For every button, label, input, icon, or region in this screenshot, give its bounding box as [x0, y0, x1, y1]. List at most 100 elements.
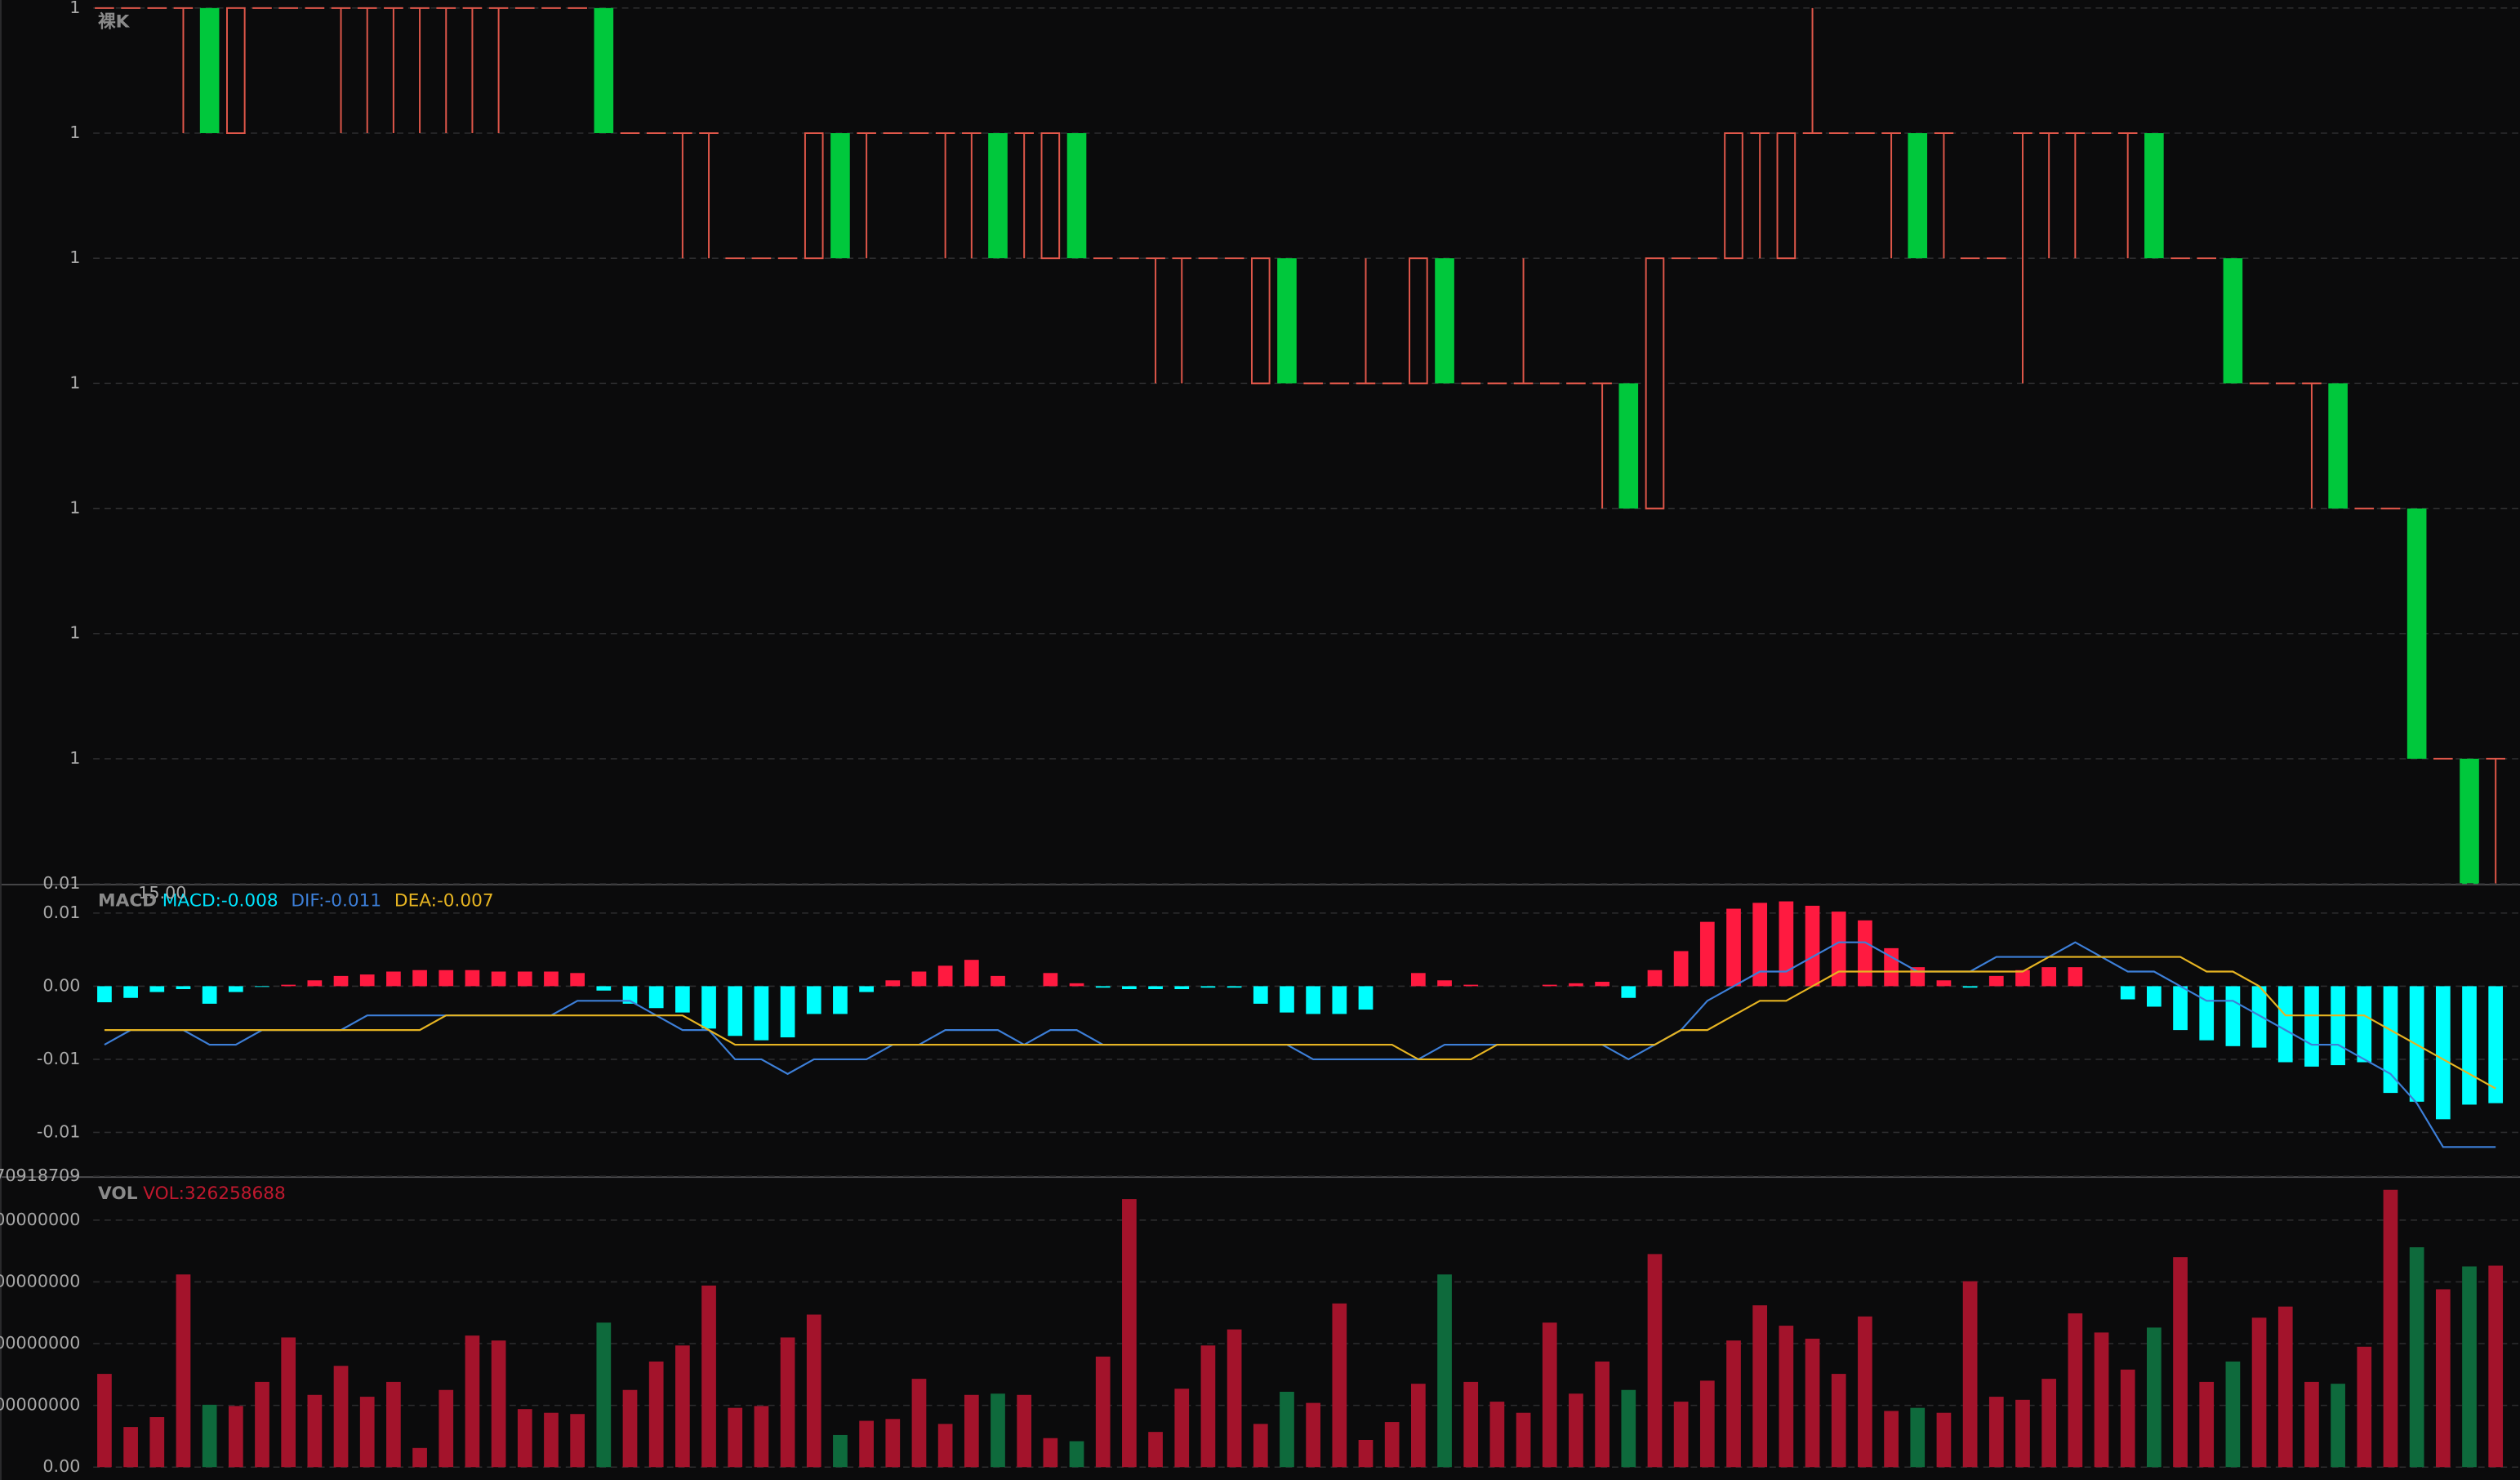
- macd-bar: [596, 986, 612, 991]
- macd-bar: [991, 975, 1005, 987]
- candle-body: [804, 132, 824, 260]
- volume-bar: [465, 1335, 480, 1468]
- macd-bar: [1043, 973, 1058, 987]
- y-tick-label: 1: [69, 623, 80, 643]
- volume-bar: [359, 1397, 375, 1468]
- macd-bar: [1988, 975, 2004, 987]
- candle-body: [1645, 257, 1665, 510]
- macd-bar: [1858, 920, 1872, 987]
- volume-bar: [833, 1434, 848, 1468]
- volume-bar: [1621, 1389, 1636, 1468]
- legend-entry: MACD:-0.008: [163, 891, 278, 912]
- y-tick-label: 400000000: [0, 1210, 80, 1229]
- macd-bar: [1726, 908, 1741, 987]
- macd-bar: [307, 980, 323, 987]
- candle-body: [1908, 133, 1928, 259]
- volume-bar: [149, 1417, 165, 1468]
- volume-bar: [333, 1366, 349, 1468]
- macd-bar: [885, 980, 901, 987]
- annotation: 15.00: [138, 883, 186, 903]
- volume-bar: [517, 1409, 532, 1468]
- volume-bar: [1463, 1381, 1479, 1468]
- volume-bar: [2331, 1384, 2345, 1468]
- volume-bar: [596, 1322, 612, 1468]
- macd-bar: [622, 986, 638, 1004]
- volume-bar: [1017, 1394, 1032, 1468]
- volume-bar: [1936, 1412, 1952, 1468]
- volume-bar: [622, 1389, 638, 1468]
- candle-body: [1618, 383, 1639, 509]
- macd-bar: [1673, 951, 1689, 987]
- volume-bar: [991, 1393, 1005, 1468]
- macd-bar: [544, 971, 559, 987]
- macd-bar: [570, 973, 585, 987]
- macd-bar: [2225, 986, 2241, 1046]
- volume-bar: [1595, 1361, 1610, 1468]
- pane-title: VOL: [98, 1184, 138, 1204]
- y-tick-label: 470918709: [0, 1166, 80, 1185]
- volume-bar: [1988, 1397, 2004, 1468]
- volume-bar: [1043, 1438, 1058, 1468]
- macd-bar: [806, 986, 821, 1014]
- macd-bar: [1569, 983, 1583, 987]
- macd-bar: [2251, 986, 2267, 1048]
- macd-bar: [1253, 986, 1268, 1004]
- volume-bar: [2488, 1265, 2504, 1468]
- macd-bar: [675, 986, 690, 1013]
- volume-bar: [1962, 1281, 1978, 1468]
- macd-bar: [2357, 986, 2372, 1063]
- macd-bar: [1306, 986, 1321, 1014]
- macd-bar: [2147, 986, 2162, 1007]
- volume-bar: [2199, 1381, 2215, 1468]
- indicator-line: [104, 956, 2496, 1090]
- macd-bar: [2015, 970, 2030, 987]
- volume-bar: [1884, 1411, 1899, 1468]
- volume-bar: [754, 1406, 769, 1468]
- macd-bar: [2041, 967, 2057, 987]
- macd-bar: [780, 986, 795, 1038]
- volume-bar: [2120, 1369, 2135, 1468]
- macd-bar: [833, 986, 848, 1014]
- volume-bar: [2015, 1399, 2030, 1468]
- y-tick-label: 1: [69, 0, 80, 17]
- volume-bar: [1122, 1199, 1137, 1468]
- y-tick-label: 100000000: [0, 1395, 80, 1415]
- macd-bar: [1227, 986, 1242, 988]
- macd-bar: [1910, 967, 1926, 987]
- volume-bar: [2277, 1306, 2293, 1468]
- volume-bar: [2357, 1346, 2372, 1468]
- volume-bar: [281, 1337, 296, 1468]
- macd-bar: [2488, 986, 2504, 1103]
- volume-bar: [176, 1274, 191, 1468]
- legend-entry: DIF:-0.011: [291, 891, 381, 912]
- candle-body: [1040, 132, 1061, 260]
- volume-bar: [1910, 1407, 1926, 1468]
- y-tick-label: 200000000: [0, 1333, 80, 1353]
- candle-body: [2144, 133, 2164, 259]
- volume-bar: [1647, 1254, 1663, 1468]
- volume-bar: [2225, 1361, 2241, 1468]
- volume-bar: [1569, 1393, 1583, 1468]
- volume-bar: [2409, 1247, 2424, 1468]
- volume-bar: [859, 1420, 874, 1468]
- y-tick-label: 1: [69, 123, 80, 142]
- macd-bar: [1595, 982, 1610, 987]
- macd-bar: [859, 986, 874, 992]
- y-tick-label: 0.01: [42, 903, 80, 922]
- macd-bar: [1280, 986, 1294, 1013]
- volume-bar: [2041, 1379, 2057, 1468]
- y-tick-label: 300000000: [0, 1271, 80, 1291]
- macd-bar: [1647, 970, 1663, 987]
- volume-bar: [1542, 1322, 1557, 1468]
- volume-bar: [1489, 1402, 1505, 1468]
- candle-body: [2460, 758, 2479, 885]
- macd-bar: [281, 984, 296, 987]
- volume-bar: [2435, 1289, 2451, 1468]
- macd-bar: [701, 986, 716, 1029]
- y-tick-label: 1: [69, 498, 80, 518]
- candle-body: [1409, 257, 1428, 385]
- volume-bar: [1174, 1389, 1190, 1468]
- pane-title: MACD: [98, 891, 157, 912]
- volume-bar: [1411, 1384, 1426, 1468]
